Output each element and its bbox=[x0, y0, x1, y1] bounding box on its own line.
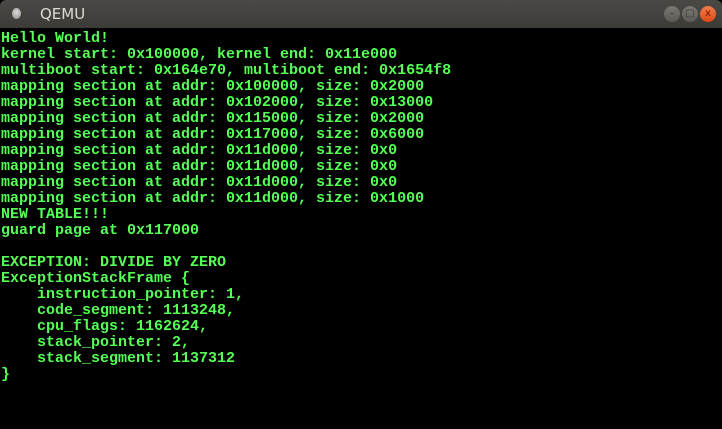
window-titlebar[interactable]: QEMU – □ x bbox=[0, 0, 722, 28]
console-line: mapping section at addr: 0x102000, size:… bbox=[1, 94, 434, 111]
console-line: } bbox=[1, 366, 11, 383]
console-line: Hello World! bbox=[1, 30, 110, 47]
console-line: mapping section at addr: 0x117000, size:… bbox=[1, 126, 425, 143]
minimize-button[interactable]: – bbox=[664, 6, 680, 22]
console-line: mapping section at addr: 0x11d000, size:… bbox=[1, 174, 398, 191]
console-line: stack_pointer: 2, bbox=[1, 334, 191, 351]
close-button[interactable]: x bbox=[700, 6, 716, 22]
console-line: guard page at 0x117000 bbox=[1, 222, 200, 239]
console-line: mapping section at addr: 0x11d000, size:… bbox=[1, 142, 398, 159]
console-line: multiboot start: 0x164e70, multiboot end… bbox=[1, 62, 452, 79]
console-line: mapping section at addr: 0x11d000, size:… bbox=[1, 158, 398, 175]
vm-display[interactable] bbox=[0, 28, 722, 429]
console-line: EXCEPTION: DIVIDE BY ZERO bbox=[1, 254, 227, 271]
console-line: cpu_flags: 1162624, bbox=[1, 318, 209, 335]
qemu-app-icon bbox=[12, 8, 21, 19]
console-line: instruction_pointer: 1, bbox=[1, 286, 245, 303]
console-line: mapping section at addr: 0x100000, size:… bbox=[1, 78, 425, 95]
console-output: Hello World! kernel start: 0x100000, kern… bbox=[1, 31, 451, 383]
console-line: code_segment: 1113248, bbox=[1, 302, 236, 319]
window-title: QEMU bbox=[40, 5, 86, 23]
console-line: stack_segment: 1137312 bbox=[1, 350, 236, 367]
console-line bbox=[1, 239, 451, 255]
console-line: NEW TABLE!!! bbox=[1, 206, 110, 223]
maximize-button[interactable]: □ bbox=[682, 6, 698, 22]
console-line: mapping section at addr: 0x115000, size:… bbox=[1, 110, 425, 127]
console-line: ExceptionStackFrame { bbox=[1, 270, 191, 287]
console-line: kernel start: 0x100000, kernel end: 0x11… bbox=[1, 46, 398, 63]
console-line: mapping section at addr: 0x11d000, size:… bbox=[1, 190, 425, 207]
